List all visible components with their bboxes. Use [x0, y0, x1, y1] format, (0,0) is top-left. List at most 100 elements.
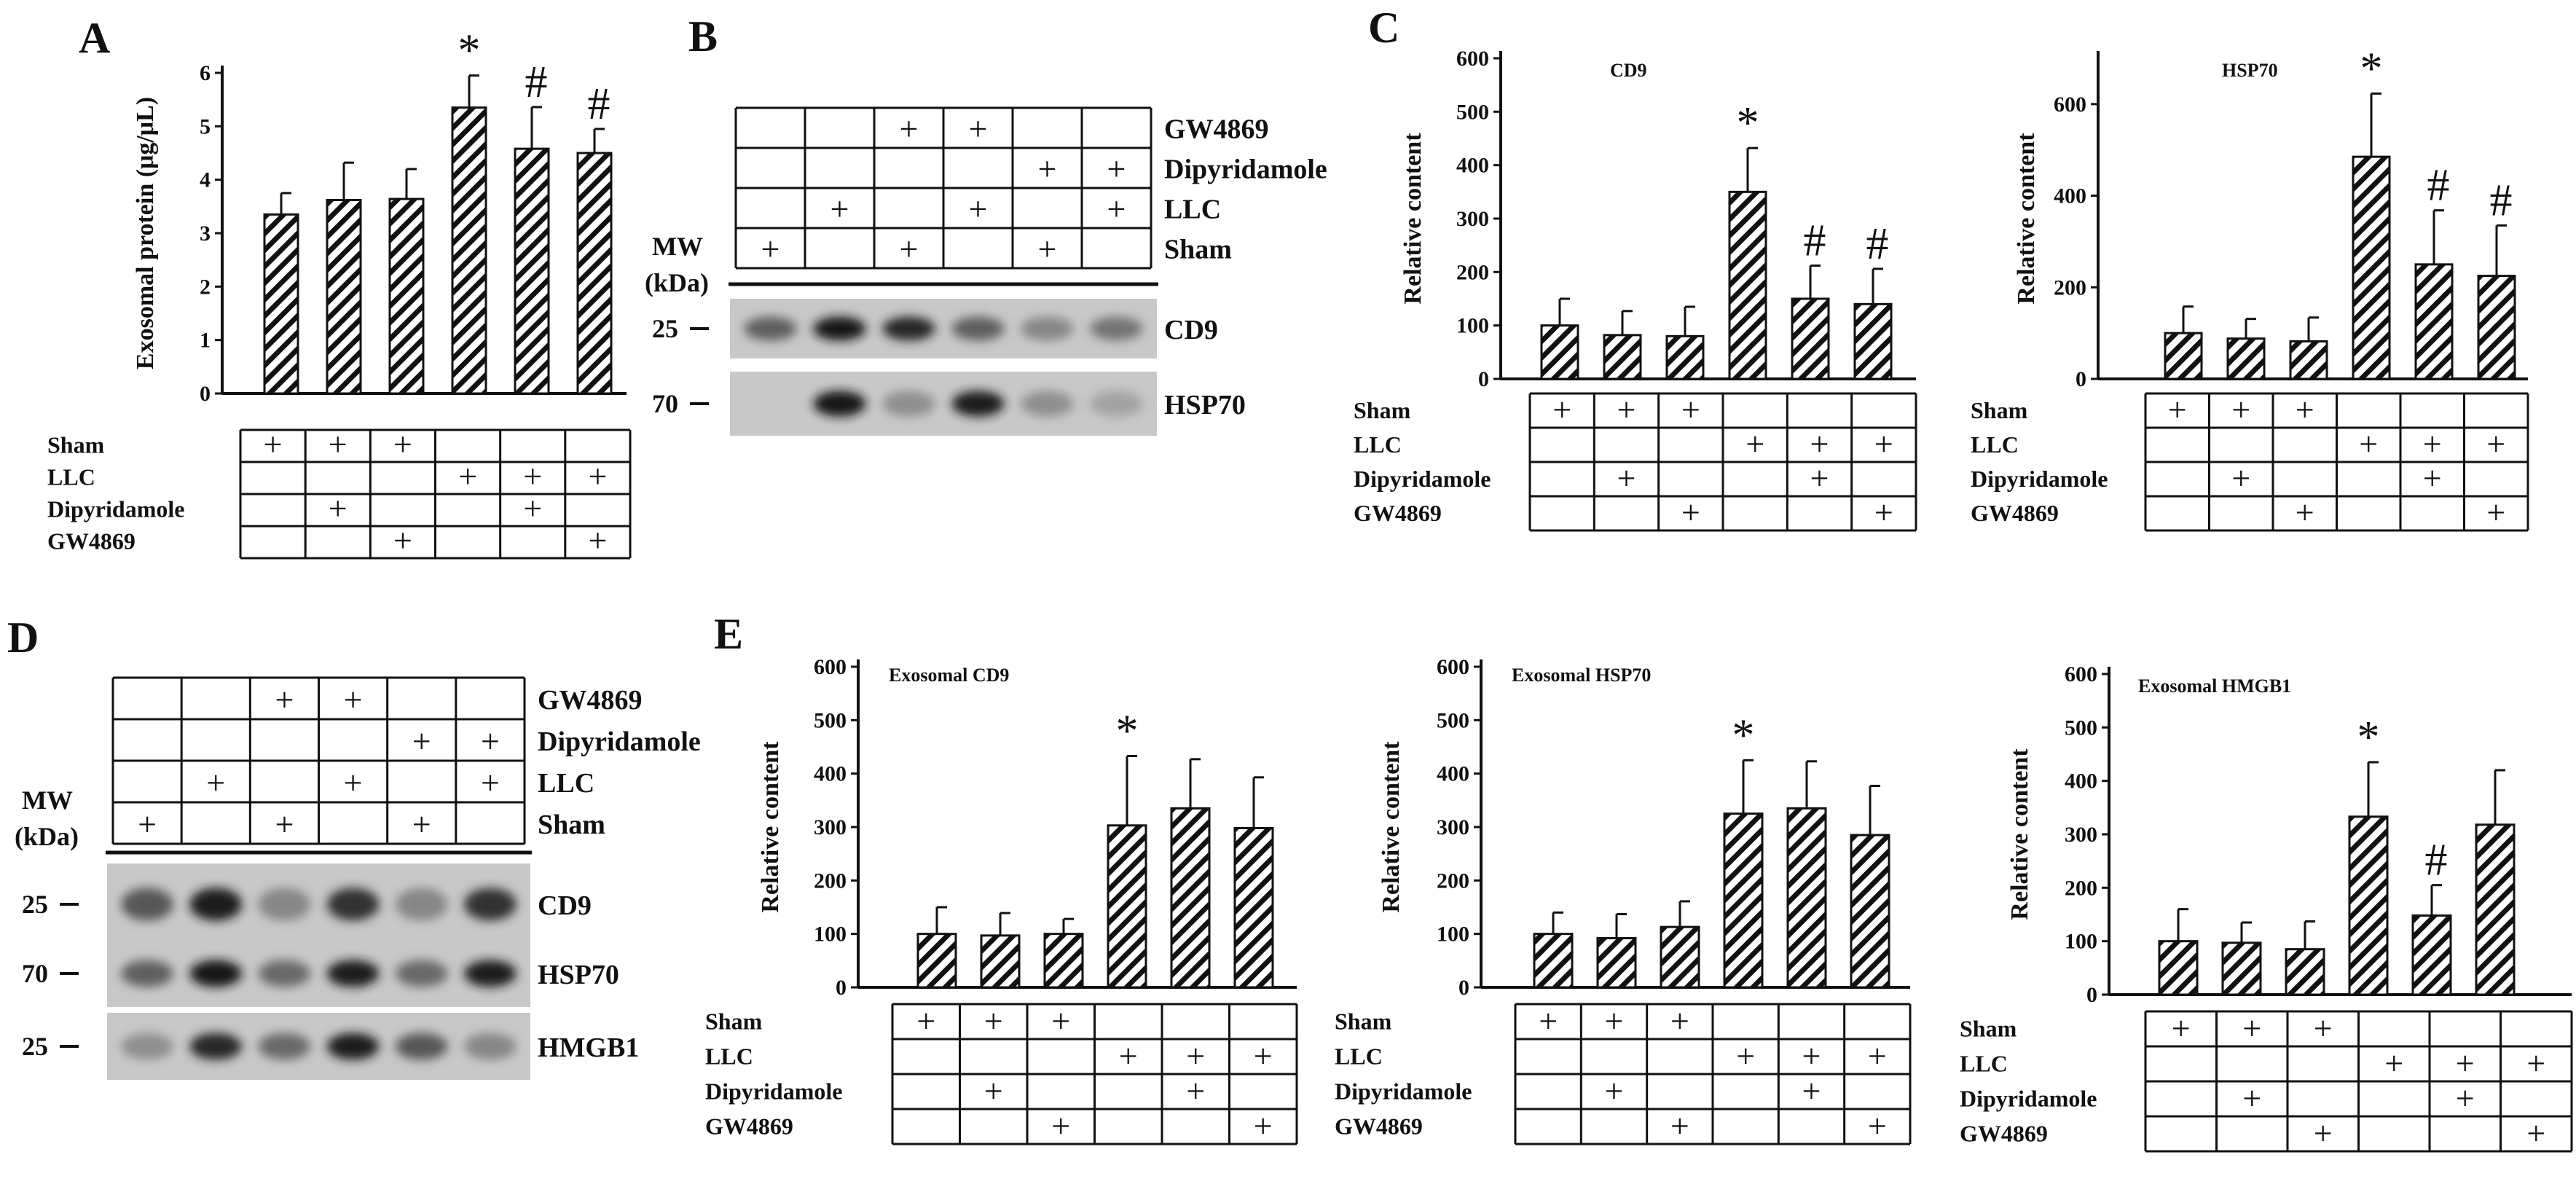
condition-label-llc: LLC: [1335, 1043, 1383, 1070]
condition-plus-mark: +: [2231, 391, 2250, 428]
blot-band: [813, 316, 866, 341]
bar: [1786, 807, 1827, 989]
bar: [2164, 332, 2203, 380]
bar: [1603, 334, 1642, 380]
condition-label-gw4869: GW4869: [1971, 500, 2059, 526]
condition-label-sham: Sham: [1335, 1008, 1392, 1035]
y-tick-label: 200: [1456, 260, 1489, 284]
blot-strip-hsp70: HSP70 70: [652, 372, 1246, 436]
condition-plus-mark: +: [2314, 1114, 2333, 1151]
bar: [2477, 275, 2516, 380]
condition-table-e-3: Sham + + +LLC + + +Dipyridamole + +GW4869 + +: [705, 1002, 1298, 1145]
y-tick-label: 200: [2054, 275, 2086, 299]
condition-plus-mark: +: [761, 230, 780, 267]
condition-plus-mark: +: [275, 681, 294, 718]
condition-plus-mark: +: [138, 806, 157, 843]
blot-band: [121, 888, 173, 921]
condition-plus-mark: +: [588, 522, 607, 559]
blot-strip-hmgb1: HMGB1 25: [22, 1013, 639, 1080]
condition-plus-mark: +: [481, 764, 500, 802]
condition-plus-mark: +: [1186, 1037, 1205, 1074]
y-axis-label: Relative content: [757, 741, 784, 913]
blot-band: [395, 960, 448, 987]
significance-star: *: [458, 26, 481, 76]
bar: [1853, 302, 1893, 380]
condition-label-gw4869: GW4869: [1164, 114, 1269, 144]
chart-title: Exosomal HSP70: [1512, 665, 1651, 686]
condition-plus-mark: +: [2242, 1009, 2261, 1046]
panel-letter-e: E: [714, 610, 743, 658]
condition-label-llc: LLC: [705, 1043, 753, 1070]
chart-title: Exosomal CD9: [889, 665, 1009, 686]
condition-plus-mark: +: [481, 723, 500, 760]
bar: [1660, 925, 1700, 989]
significance-star: *: [1732, 710, 1755, 760]
blot-band: [189, 960, 243, 987]
condition-plus-mark: +: [2314, 1009, 2333, 1046]
condition-label-gw4869: GW4869: [1354, 500, 1442, 526]
condition-plus-mark: +: [329, 426, 347, 463]
condition-plus-mark: +: [1802, 1072, 1821, 1109]
condition-label-dipyridamole: Dipyridamole: [1335, 1078, 1472, 1105]
y-tick-label: 300: [1437, 815, 1469, 839]
condition-plus-mark: +: [264, 426, 283, 463]
y-tick-label: 0: [1478, 367, 1489, 391]
condition-label-gw4869: GW4869: [1335, 1113, 1423, 1140]
blot-band: [258, 888, 311, 921]
y-tick-label: 400: [814, 762, 847, 786]
condition-label-llc: LLC: [47, 464, 95, 490]
significance-star: *: [2360, 44, 2383, 93]
blot-band: [882, 391, 935, 417]
bar: [1665, 334, 1705, 380]
condition-plus-mark: +: [1107, 150, 1126, 187]
blot-band: [813, 391, 866, 417]
condition-plus-mark: +: [275, 806, 294, 843]
y-tick-label: 0: [1458, 976, 1469, 1000]
condition-plus-mark: +: [1186, 1072, 1205, 1109]
y-tick-label: 100: [814, 922, 847, 947]
blot-band: [1021, 316, 1074, 341]
condition-plus-mark: +: [523, 458, 542, 495]
condition-plus-mark: +: [2456, 1044, 2475, 1081]
blot-membrane: [107, 863, 530, 945]
panel-letter-c: C: [1368, 4, 1399, 52]
condition-plus-mark: +: [969, 110, 988, 147]
bar: [1791, 297, 1830, 380]
significance-hash: #: [2490, 176, 2513, 225]
band-label: HSP70: [1164, 390, 1246, 420]
band-label: HMGB1: [538, 1033, 639, 1063]
condition-table-c-1: Sham + + +LLC + + +Dipyridamole + +GW4869 + +: [1354, 391, 1917, 532]
condition-plus-mark: +: [1681, 494, 1700, 531]
y-tick-label: 500: [814, 708, 847, 732]
y-tick-label: 400: [2054, 184, 2086, 208]
band-label: CD9: [538, 890, 592, 921]
mw-marker: 25: [22, 890, 48, 919]
significance-hash: #: [525, 58, 548, 107]
bar: [2414, 263, 2454, 380]
condition-label-gw4869: GW4869: [705, 1113, 793, 1140]
condition-label-sham: Sham: [47, 432, 105, 458]
condition-label-sham: Sham: [538, 810, 605, 840]
panel-letter-d: D: [7, 614, 39, 662]
condition-label-llc: LLC: [538, 768, 594, 799]
western-blot-b: + + GW4869+ + Dipyridamole+ + + LLC+ + + ShamMW(kD…: [645, 106, 1327, 436]
mw-marker: 70: [22, 959, 48, 988]
condition-plus-mark: +: [984, 1002, 1003, 1039]
condition-label-dipyridamole: Dipyridamole: [1354, 466, 1491, 492]
significance-star: *: [1116, 706, 1139, 756]
condition-plus-mark: +: [2526, 1114, 2545, 1151]
y-axis-label: Exosomal protein (μg/μL): [132, 97, 159, 369]
y-tick-label: 300: [814, 815, 847, 839]
y-tick-label: 200: [1437, 869, 1469, 893]
bar: [2158, 940, 2199, 996]
condition-plus-mark: +: [329, 490, 347, 527]
significance-hash: #: [1804, 216, 1826, 266]
charts: 0 1 2 3 4 5 6 Exosomal protein (μg/μL) * # # Sham + +…: [47, 26, 2573, 1153]
condition-plus-mark: +: [206, 764, 225, 802]
condition-plus-mark: +: [393, 426, 412, 463]
significance-hash: #: [1866, 219, 1889, 269]
blot-membrane: [730, 372, 1157, 436]
band-label: HSP70: [538, 960, 619, 990]
blot-membrane: [730, 299, 1157, 359]
